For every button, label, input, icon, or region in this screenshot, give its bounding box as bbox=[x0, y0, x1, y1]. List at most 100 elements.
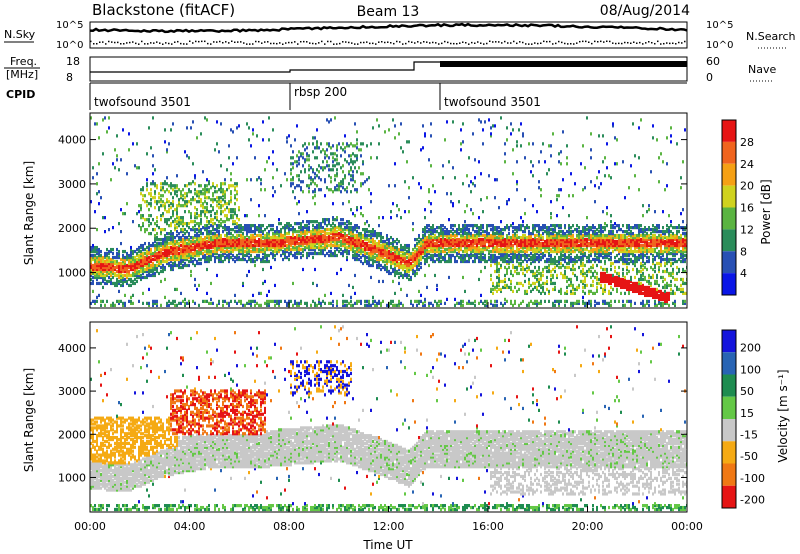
power-cell bbox=[548, 235, 550, 240]
power-cell bbox=[490, 228, 492, 232]
power-cell bbox=[188, 237, 190, 242]
power-cell bbox=[538, 186, 540, 190]
power-cell bbox=[276, 226, 278, 230]
power-cell bbox=[450, 233, 452, 238]
power-cell bbox=[186, 126, 188, 130]
power-cell bbox=[504, 249, 506, 254]
nsearch-point bbox=[570, 42, 572, 45]
power-cell bbox=[200, 243, 202, 248]
power-cell bbox=[146, 261, 148, 266]
power-cell bbox=[358, 243, 360, 248]
power-cell bbox=[420, 253, 422, 258]
power-cell bbox=[210, 301, 212, 305]
power-cell bbox=[378, 239, 380, 244]
power-cell bbox=[152, 253, 154, 258]
power-cell bbox=[360, 255, 362, 260]
power-cell bbox=[268, 289, 270, 294]
power-cell bbox=[294, 228, 296, 232]
power-cell bbox=[316, 146, 318, 150]
power-cell bbox=[376, 118, 378, 122]
power-cell bbox=[154, 233, 156, 238]
power-cell bbox=[546, 237, 548, 242]
power-cell bbox=[188, 241, 190, 246]
power-cell bbox=[352, 249, 354, 254]
nsearch-point bbox=[588, 41, 590, 44]
power-cell bbox=[260, 241, 262, 246]
power-cell bbox=[500, 253, 502, 258]
power-cell bbox=[456, 233, 458, 238]
power-cell bbox=[496, 245, 498, 250]
power-cell bbox=[160, 194, 162, 198]
power-cell bbox=[420, 148, 422, 152]
power-cell bbox=[304, 231, 306, 236]
power-cell bbox=[352, 144, 354, 148]
power-cell bbox=[440, 243, 442, 248]
power-cell bbox=[366, 228, 368, 232]
power-cell bbox=[518, 255, 520, 260]
power-cell bbox=[484, 233, 486, 238]
power-cell bbox=[426, 243, 428, 248]
power-cell bbox=[460, 235, 462, 240]
power-cell bbox=[268, 253, 270, 258]
power-cell bbox=[416, 261, 418, 266]
nsearch-point bbox=[153, 42, 155, 44]
power-cell bbox=[294, 251, 296, 256]
power-cell bbox=[318, 245, 320, 250]
power-cell bbox=[350, 230, 352, 234]
power-cell bbox=[134, 263, 136, 268]
power-cell bbox=[166, 182, 168, 186]
power-cell bbox=[204, 255, 206, 260]
power-cell bbox=[148, 269, 150, 274]
power-cell bbox=[494, 269, 496, 274]
power-cell bbox=[174, 220, 176, 224]
power-cell bbox=[152, 241, 154, 246]
power-cell bbox=[318, 224, 320, 228]
power-cell bbox=[336, 172, 338, 176]
power-cell bbox=[258, 243, 260, 248]
power-cell bbox=[404, 251, 406, 256]
power-cell bbox=[234, 247, 236, 252]
power-cell bbox=[306, 224, 308, 228]
power-cell bbox=[350, 142, 352, 146]
power-cell bbox=[364, 231, 366, 236]
power-cell bbox=[164, 235, 166, 240]
power-cell bbox=[198, 190, 200, 194]
power-cell bbox=[246, 247, 248, 252]
power-cell bbox=[234, 196, 236, 200]
power-cell bbox=[460, 237, 462, 242]
power-cell bbox=[160, 200, 162, 204]
power-cell bbox=[258, 255, 260, 260]
power-cell bbox=[142, 301, 144, 305]
power-cell bbox=[370, 237, 372, 242]
power-cell bbox=[464, 231, 466, 236]
power-cell bbox=[206, 208, 208, 212]
power-cell bbox=[364, 257, 366, 262]
power-cell bbox=[106, 257, 108, 262]
power-cell bbox=[160, 198, 162, 202]
power-cell bbox=[216, 239, 218, 244]
power-cell bbox=[418, 259, 420, 264]
power-cell bbox=[372, 239, 374, 244]
power-cell bbox=[508, 259, 510, 264]
power-cell bbox=[438, 303, 440, 307]
power-cell bbox=[358, 233, 360, 238]
power-cell bbox=[188, 299, 190, 304]
power-cell bbox=[132, 281, 134, 286]
power-cell bbox=[416, 303, 418, 307]
power-cell bbox=[328, 144, 330, 148]
nsearch-point bbox=[282, 43, 284, 45]
power-cell bbox=[262, 241, 264, 246]
power-cell bbox=[178, 200, 180, 204]
power-cell bbox=[416, 247, 418, 252]
power-cell bbox=[462, 231, 464, 236]
power-cell bbox=[98, 253, 100, 258]
power-cell bbox=[504, 257, 506, 262]
power-cell bbox=[496, 231, 498, 236]
power-cell bbox=[174, 208, 176, 212]
power-cell bbox=[230, 241, 232, 246]
nsearch-point bbox=[582, 40, 584, 43]
power-cell bbox=[392, 253, 394, 258]
power-cell bbox=[524, 289, 526, 294]
power-cell bbox=[428, 190, 430, 194]
power-cell bbox=[498, 239, 500, 244]
